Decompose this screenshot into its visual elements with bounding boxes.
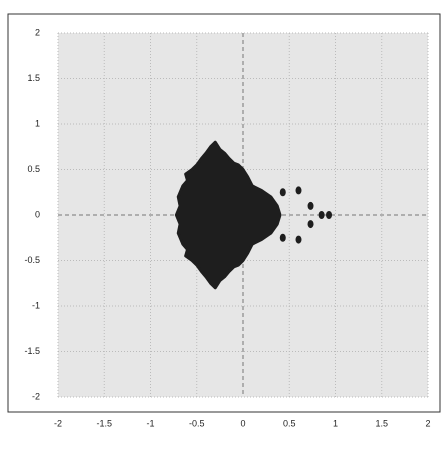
x-tick-label: 1.5 xyxy=(375,418,388,428)
x-tick-label: 0.5 xyxy=(283,418,296,428)
x-tick-label: 0 xyxy=(240,418,245,428)
spot xyxy=(295,235,302,244)
y-tick-label: 2 xyxy=(35,27,40,37)
spot xyxy=(279,233,286,242)
spot xyxy=(307,220,314,229)
y-tick-label: -0.5 xyxy=(24,255,40,265)
x-tick-label: -1.5 xyxy=(96,418,112,428)
x-tick-label: 1 xyxy=(333,418,338,428)
y-tick-label: 0 xyxy=(35,209,40,219)
y-tick-label: -1 xyxy=(32,300,40,310)
spot xyxy=(318,211,325,219)
region xyxy=(174,140,282,290)
y-tick-label: -1.5 xyxy=(24,346,40,356)
spot xyxy=(279,188,286,197)
y-tick-label: 1 xyxy=(35,118,40,128)
spot xyxy=(326,211,333,219)
x-tick-label: 2 xyxy=(425,418,430,428)
y-tick-label: 0.5 xyxy=(27,164,40,174)
x-tick-label: -0.5 xyxy=(189,418,205,428)
y-tick-label: 1.5 xyxy=(27,73,40,83)
x-tick-label: -2 xyxy=(54,418,62,428)
y-tick-label: -2 xyxy=(32,391,40,401)
x-tick-label: -1 xyxy=(146,418,154,428)
spot xyxy=(307,201,314,210)
spot xyxy=(295,186,302,195)
